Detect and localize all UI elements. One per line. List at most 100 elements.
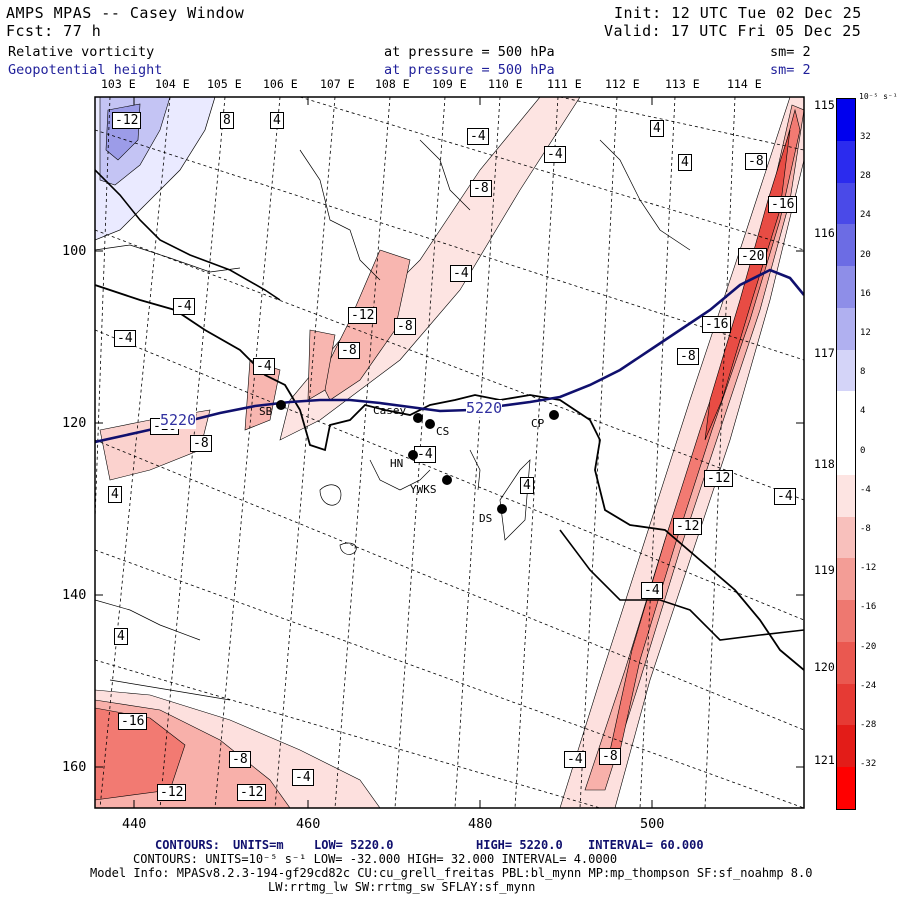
contour-label: 4 (520, 477, 534, 494)
lon-label: 107 E (320, 77, 355, 91)
colorbar-segment (837, 433, 855, 476)
contour-label: -8 (677, 348, 699, 365)
colorbar-tick-label: -20 (860, 641, 877, 652)
lon-label: 104 E (155, 77, 190, 91)
y-tick: 140 (62, 587, 87, 603)
footer-height-interval: INTERVAL= 60.000 (588, 838, 704, 852)
colorbar-segment (837, 516, 855, 559)
colorbar-units: 10⁻⁵ s⁻¹ (859, 92, 898, 101)
footer-height-high: HIGH= 5220.0 (476, 838, 563, 852)
contour-label: -16 (768, 196, 798, 213)
station-label: Casey (373, 404, 407, 417)
station-label: HN (390, 457, 404, 470)
colorbar-segment (837, 182, 855, 225)
footer-height-units: UNITS=m (233, 838, 284, 852)
footer-physics: LW:rrtmg_lw SW:rrtmg_sw SFLAY:sf_mynn (268, 880, 536, 894)
contour-label: 8 (220, 112, 234, 129)
colorbar-tick-label: -32 (860, 759, 877, 770)
footer-model-info: Model Info: MPASv8.2.3-194-gf29cd82c CU:… (90, 866, 813, 880)
footer-height-low: LOW= 5220.0 (314, 838, 394, 852)
station-marker (425, 419, 435, 429)
colorbar-segment (837, 349, 855, 392)
colorbar-tick-label: 16 (860, 288, 871, 299)
colorbar-tick-label: -8 (860, 524, 871, 534)
contour-label: -4 (292, 769, 314, 786)
lon-label: 103 E (101, 77, 136, 91)
footer-height-label: CONTOURS: (155, 838, 221, 852)
station-marker (413, 413, 423, 423)
lon-label: 114 E (727, 77, 762, 91)
contour-label: -4 (114, 330, 136, 347)
contour-label: -4 (544, 146, 566, 163)
x-tick: 500 (640, 816, 665, 832)
contour-label: 4 (114, 628, 128, 645)
field-name-vorticity: Relative vorticity (8, 44, 155, 60)
y-tick: 160 (62, 759, 87, 775)
station-marker (408, 450, 418, 460)
contour-label: -4 (641, 582, 663, 599)
colorbar-tick-label: -28 (860, 720, 877, 730)
colorbar-segment (837, 558, 855, 601)
contour-label: -4 (774, 488, 796, 505)
contour-label: -4 (173, 298, 195, 315)
contour-label: 4 (678, 154, 692, 171)
colorbar-segment (837, 224, 855, 267)
lon-label: 109 E (432, 77, 467, 91)
contour-label: -4 (253, 358, 275, 375)
colorbar-segment (837, 99, 855, 142)
contour-label: -8 (190, 435, 212, 452)
x-tick: 460 (296, 816, 321, 832)
contour-label: -4 (450, 265, 472, 282)
colorbar-tick-label: 4 (860, 406, 866, 417)
colorbar-tick-label: -16 (860, 602, 877, 613)
lon-label: 113 E (665, 77, 700, 91)
lon-label: 112 E (605, 77, 640, 91)
colorbar-tick-label: 24 (860, 210, 871, 221)
colorbar-segment (837, 474, 855, 518)
y-tick: 120 (62, 415, 87, 431)
contour-label: -8 (599, 748, 621, 765)
station-marker (276, 400, 286, 410)
contour-label: -8 (229, 751, 251, 768)
field-pressure-height: at pressure = 500 hPa (384, 62, 555, 78)
height-contour-label: 5220 (466, 399, 503, 417)
x-tick: 480 (468, 816, 493, 832)
colorbar (836, 98, 856, 810)
station-label: CP (531, 417, 545, 430)
colorbar-segment (837, 683, 855, 726)
contour-label: -12 (348, 307, 378, 324)
colorbar-segment (837, 307, 855, 351)
station-marker (497, 504, 507, 514)
lon-label: 111 E (547, 77, 582, 91)
contour-label: -20 (738, 248, 768, 265)
colorbar-tick-label: 28 (860, 171, 871, 182)
contour-label: -12 (112, 112, 142, 129)
lon-label: 108 E (375, 77, 410, 91)
colorbar-segment (837, 140, 855, 183)
colorbar-segment (837, 266, 855, 309)
station-marker (549, 410, 559, 420)
field-smooth-vorticity: sm= 2 (770, 44, 811, 60)
contour-label: -12 (673, 518, 703, 535)
contour-label: 4 (108, 486, 122, 503)
field-name-height: Geopotential height (8, 62, 163, 78)
x-tick: 440 (122, 816, 147, 832)
contour-label: -12 (157, 784, 187, 801)
station-label: SB (259, 405, 273, 418)
field-pressure-vorticity: at pressure = 500 hPa (384, 44, 555, 60)
colorbar-tick-label: 0 (860, 445, 866, 456)
contour-label: 4 (650, 120, 664, 137)
contour-label: 4 (270, 112, 284, 129)
contour-label: -8 (394, 318, 416, 335)
station-label: CS (436, 425, 450, 438)
colorbar-segment (837, 767, 855, 810)
contour-label: -12 (704, 470, 734, 487)
valid-time: Valid: 17 UTC Fri 05 Dec 25 (604, 22, 862, 40)
lon-label: 106 E (263, 77, 298, 91)
lon-label: 110 E (488, 77, 523, 91)
station-label: DS (479, 512, 493, 525)
contour-label: -16 (702, 316, 732, 333)
contour-label: -8 (338, 342, 360, 359)
colorbar-tick-label: -24 (860, 680, 877, 691)
